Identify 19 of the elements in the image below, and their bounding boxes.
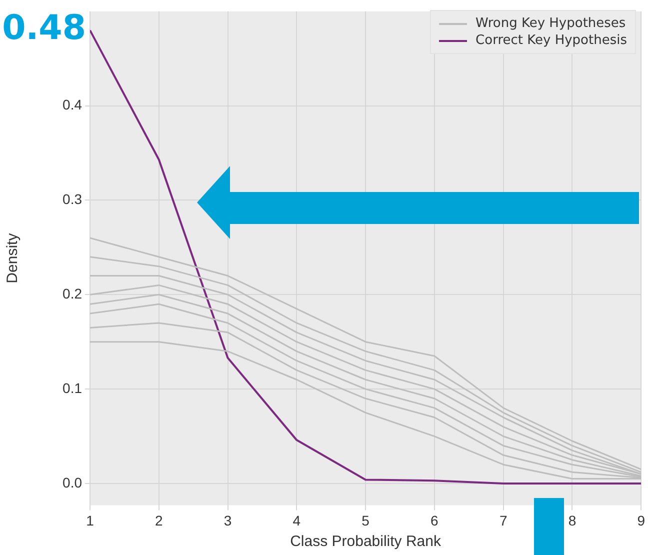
x-tick-label: 7: [499, 512, 508, 528]
x-tick-label: 5: [362, 512, 370, 528]
y-tick-label: 0.1: [62, 380, 82, 396]
x-tick-label: 9: [637, 512, 646, 528]
x-tick-label: 3: [224, 512, 232, 528]
x-tick-label: 1: [86, 512, 94, 528]
x-tick-label: 4: [292, 512, 301, 528]
x-tick-label: 2: [154, 512, 163, 528]
y-axis-title: Density: [4, 232, 22, 284]
x-axis-title: Class Probability Rank: [290, 533, 442, 550]
legend-label: Wrong Key Hypotheses: [476, 16, 626, 31]
x-tick-label: 8: [568, 512, 576, 528]
x-tick-label: 6: [430, 512, 439, 528]
y-tick-label: 0.3: [62, 191, 82, 208]
y-tick-label: 0.2: [62, 286, 82, 302]
y-tick-label: 0.4: [62, 96, 82, 113]
annotation: 0.48: [2, 8, 86, 48]
y-tick-label: 0.0: [62, 474, 82, 490]
legend-label: Correct Key Hypothesis: [476, 33, 627, 48]
